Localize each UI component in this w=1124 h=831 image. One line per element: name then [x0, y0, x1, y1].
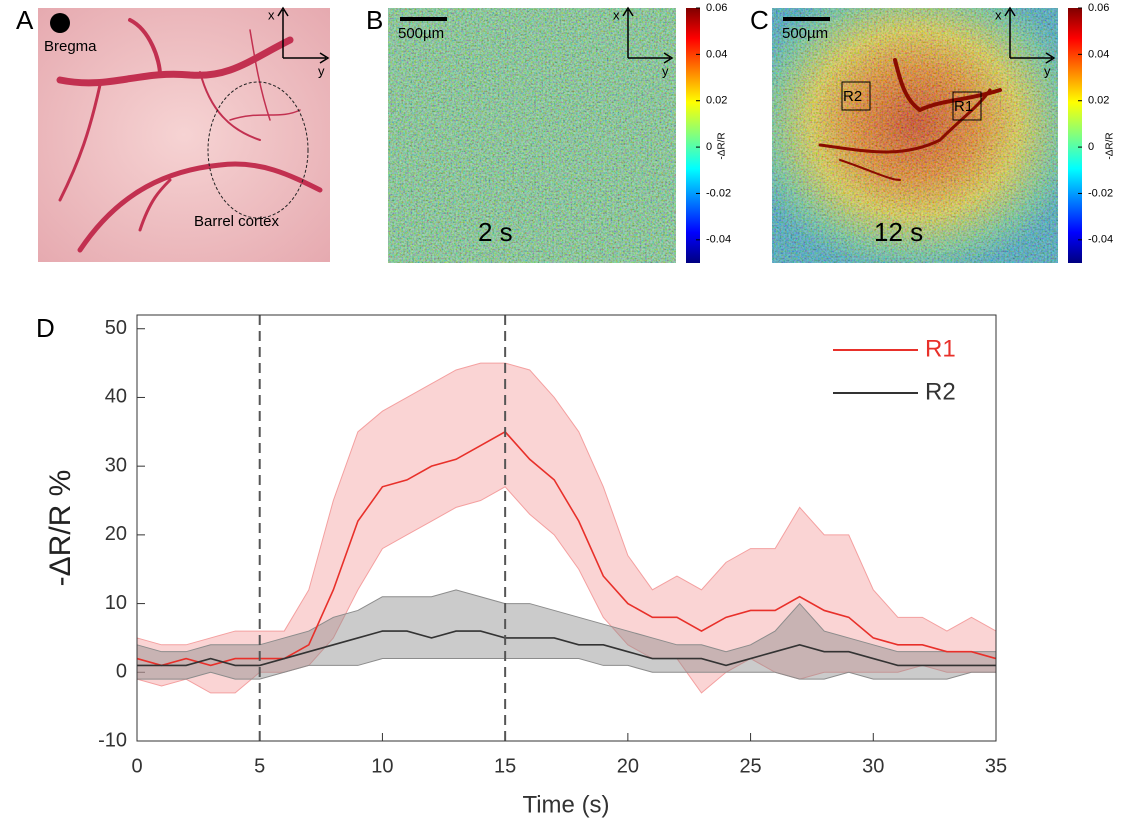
y-tick-label: 50 [105, 317, 127, 339]
x-tick-label: 25 [739, 755, 761, 777]
region-label: Barrel cortex [194, 213, 280, 230]
panel-label: B [366, 5, 383, 35]
bregma-label: Bregma [44, 38, 97, 55]
legend-label: R2 [925, 378, 956, 405]
x-tick-label: 15 [494, 755, 516, 777]
colorbar-tick-label: -0.04 [706, 234, 731, 246]
colorbar-label: -ΔR/R [1105, 132, 1116, 159]
colorbar-tick-label: 0.04 [706, 48, 727, 60]
panel-b: B 500µm 2 s x y -ΔR/R [366, 5, 728, 263]
roi-label: R1 [954, 98, 973, 115]
plot-frame [136, 314, 997, 742]
colorbar-label: -ΔR/R [717, 132, 728, 159]
vessels [818, 58, 1002, 181]
x-axis-label: Time (s) [522, 791, 609, 818]
series-line [136, 430, 997, 667]
panel-label: A [16, 5, 34, 35]
axis-y-label: y [1044, 63, 1051, 78]
colorbar-tick-label: 0.06 [1088, 2, 1109, 14]
axes-arrows [277, 6, 330, 64]
x-tick-label: 5 [254, 755, 265, 777]
roi-box [952, 91, 982, 121]
roi-label: R2 [843, 88, 862, 105]
panel-c: C 500µm 12 s R2 R1 x y -ΔR/R [750, 5, 1116, 263]
x-tick-label: 0 [131, 755, 142, 777]
scale-label: 500µm [782, 25, 828, 42]
colorbar-tick-label: 0.04 [1088, 48, 1109, 60]
x-tick-label: 30 [862, 755, 884, 777]
scale-label: 500µm [398, 25, 444, 42]
roi-box [841, 81, 871, 111]
x-tick-label: 35 [985, 755, 1007, 777]
colorbar-tick-label: 0 [706, 141, 712, 153]
y-tick-label: 30 [105, 454, 127, 476]
colorbar-tick-label: 0.02 [706, 95, 727, 107]
axis-y-label: y [318, 63, 325, 78]
x-tick-label: 20 [617, 755, 639, 777]
map-noise [388, 8, 676, 263]
colorbar-tick-label: 0.02 [1088, 95, 1109, 107]
panel-a: A Bregma Barrel cortex x y [16, 5, 330, 262]
y-tick-label: 10 [105, 592, 127, 614]
colorbar-tick-label: 0.06 [706, 2, 727, 14]
axes-arrows [1004, 6, 1056, 64]
y-tick-label: 40 [105, 386, 127, 408]
y-axis-label: -ΔR/R % [44, 470, 77, 587]
panel-label: C [750, 5, 769, 35]
colorbar-tick-label: 0 [1088, 141, 1094, 153]
axis-y-label: y [662, 63, 669, 78]
axis-x-label: x [613, 7, 620, 22]
axes-arrows [622, 6, 674, 64]
time-label: 2 s [478, 217, 513, 247]
axis-x-label: x [995, 7, 1002, 22]
colorbar-tick-label: -0.02 [706, 187, 731, 199]
y-tick-label: 20 [105, 523, 127, 545]
region-outline [207, 81, 309, 219]
colorbar [686, 8, 700, 263]
y-tick-label: -10 [98, 729, 127, 751]
vessels [56, 18, 323, 253]
colorbar-tick-label: -0.02 [1088, 187, 1113, 199]
colorbar-tick-label: -0.04 [1088, 234, 1113, 246]
legend-label: R1 [925, 335, 956, 362]
x-tick-label: 10 [371, 755, 393, 777]
colorbar [1068, 8, 1082, 263]
panel-label: D [36, 313, 55, 343]
time-label: 12 s [874, 217, 923, 247]
bregma-dot [50, 13, 70, 33]
axis-x-label: x [268, 7, 275, 22]
series-line [137, 630, 996, 667]
y-tick-label: 0 [116, 661, 127, 683]
